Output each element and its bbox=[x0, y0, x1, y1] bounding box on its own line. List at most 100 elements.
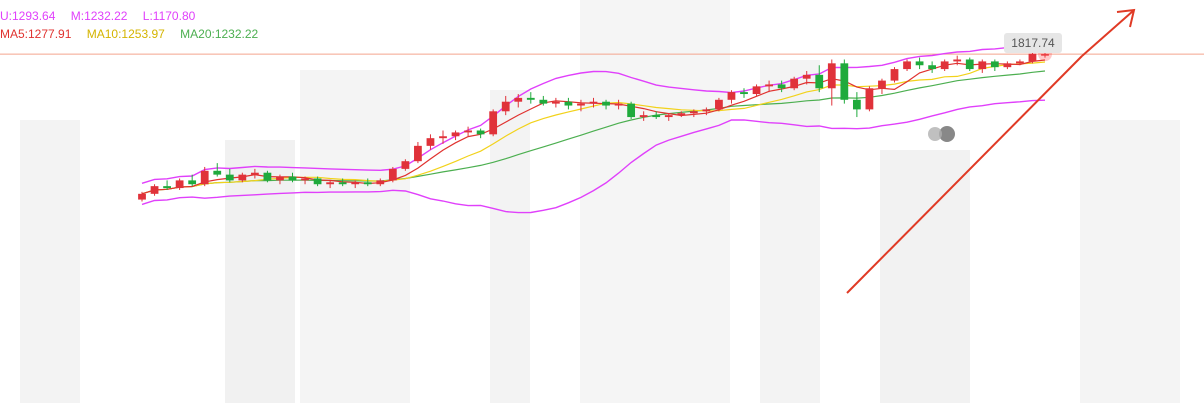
candle-body bbox=[765, 84, 773, 87]
candle-body bbox=[426, 138, 435, 146]
candle bbox=[238, 172, 247, 183]
candle bbox=[476, 128, 485, 139]
candle-body bbox=[577, 103, 585, 106]
candle-body bbox=[163, 186, 171, 189]
ma-legend: MA5:1277.91 MA10:1253.97 MA20:1232.22 bbox=[0, 27, 270, 41]
candle bbox=[564, 97, 573, 110]
boll-lower-label: L:1170.80 bbox=[142, 9, 196, 23]
candle-body bbox=[652, 115, 661, 118]
candle bbox=[614, 99, 623, 110]
candle-body bbox=[677, 113, 686, 116]
candle bbox=[689, 109, 698, 118]
candle-body bbox=[263, 172, 272, 181]
candle-body bbox=[326, 182, 335, 185]
candle bbox=[326, 180, 335, 189]
candle-body bbox=[639, 115, 648, 118]
candle bbox=[602, 99, 610, 110]
candle bbox=[414, 142, 422, 164]
candle bbox=[715, 97, 723, 112]
candle-body bbox=[451, 132, 460, 137]
candle-body bbox=[388, 168, 397, 181]
candle bbox=[903, 59, 911, 72]
candle bbox=[388, 166, 397, 183]
trend-arrow-shaft bbox=[1081, 10, 1134, 57]
candle bbox=[677, 111, 686, 118]
candle bbox=[577, 99, 585, 112]
candle bbox=[551, 97, 560, 108]
candle bbox=[940, 59, 949, 72]
candle-body bbox=[903, 61, 911, 70]
candle-body bbox=[664, 115, 673, 118]
candle bbox=[627, 101, 636, 119]
candle-body bbox=[539, 99, 548, 104]
candle bbox=[163, 180, 171, 190]
candle bbox=[890, 67, 899, 83]
candle-body bbox=[627, 103, 636, 118]
candle bbox=[990, 59, 999, 72]
candle-body bbox=[489, 111, 498, 135]
candle-body bbox=[238, 174, 247, 181]
candle bbox=[489, 109, 498, 137]
candle-body bbox=[376, 180, 385, 185]
candle bbox=[727, 90, 736, 104]
candle-body bbox=[852, 99, 861, 110]
candle bbox=[915, 57, 924, 70]
candle bbox=[501, 95, 510, 116]
candle bbox=[1003, 61, 1012, 70]
candle-body bbox=[551, 101, 560, 104]
candle bbox=[338, 178, 347, 187]
candle bbox=[840, 59, 849, 104]
candle bbox=[426, 134, 435, 150]
candle-body bbox=[865, 88, 874, 110]
candle-body bbox=[363, 182, 372, 185]
candle bbox=[313, 176, 322, 187]
candle-body bbox=[727, 92, 736, 100]
candle-body bbox=[715, 99, 723, 110]
candle-body bbox=[815, 74, 824, 89]
candle-body bbox=[200, 170, 209, 185]
boll-upper-label: U:1293.64 bbox=[0, 9, 56, 23]
candle-body bbox=[602, 101, 610, 106]
candle-body bbox=[614, 103, 623, 106]
candle-body bbox=[940, 61, 949, 70]
event-marker-icon bbox=[928, 126, 955, 142]
candle-body bbox=[464, 130, 472, 133]
candle bbox=[878, 78, 886, 95]
candle-body bbox=[990, 61, 999, 68]
marker-circle bbox=[939, 126, 955, 142]
trend-line bbox=[846, 55, 1083, 294]
candle-body bbox=[589, 101, 598, 104]
candle-body bbox=[439, 136, 447, 139]
trend-arrow-head bbox=[1116, 8, 1136, 28]
boll-lower-line bbox=[141, 99, 1046, 214]
ma5-label: MA5:1277.91 bbox=[0, 27, 72, 41]
candle-body bbox=[501, 101, 510, 112]
candle bbox=[288, 172, 297, 183]
candle bbox=[263, 170, 272, 183]
candle bbox=[978, 59, 987, 73]
candle bbox=[740, 88, 748, 98]
candle bbox=[175, 178, 184, 190]
candle bbox=[200, 166, 209, 187]
candle bbox=[827, 59, 836, 106]
candle bbox=[250, 168, 259, 179]
candle-body bbox=[150, 186, 159, 194]
candle bbox=[1016, 59, 1024, 66]
candle-body bbox=[1016, 61, 1024, 64]
candle bbox=[589, 97, 598, 108]
candle bbox=[639, 111, 648, 121]
candle bbox=[363, 178, 372, 187]
candle-body bbox=[288, 176, 297, 181]
marker-circle-back bbox=[928, 127, 942, 141]
candle-body bbox=[276, 176, 284, 181]
candle-body bbox=[689, 111, 698, 114]
candle bbox=[852, 92, 861, 118]
candle-body bbox=[978, 61, 987, 70]
last-price-tag: 1817.74 bbox=[1004, 33, 1062, 53]
candle bbox=[865, 86, 874, 112]
candle-body bbox=[915, 61, 924, 66]
candle bbox=[514, 94, 523, 108]
candle-body bbox=[414, 145, 422, 162]
candle bbox=[526, 92, 535, 104]
